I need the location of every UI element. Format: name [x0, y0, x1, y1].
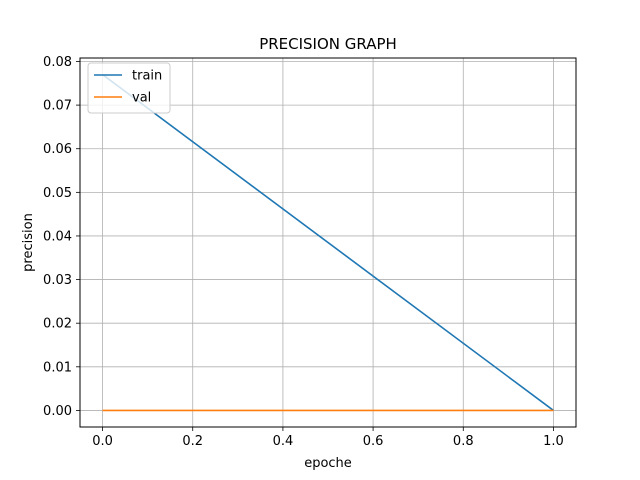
y-tick-label: 0.02 — [43, 317, 72, 332]
legend: train val — [87, 62, 171, 114]
y-tick-label: 0.07 — [43, 99, 72, 114]
legend-label-val: val — [132, 91, 151, 106]
x-tick-label: 0.2 — [182, 434, 203, 449]
x-tick-label: 0.6 — [363, 434, 384, 449]
x-axis-label: epoche — [304, 456, 352, 471]
legend-label-train: train — [132, 69, 162, 84]
y-axis-label: precision — [21, 213, 36, 272]
x-tick-label: 0.4 — [273, 434, 294, 449]
y-tick-label: 0.06 — [43, 142, 72, 157]
y-tick-label: 0.00 — [43, 404, 72, 419]
series-lines — [102, 73, 554, 412]
x-tick-label: 1.0 — [543, 434, 564, 449]
y-tick-label: 0.01 — [43, 360, 72, 375]
y-tick-label: 0.08 — [43, 55, 72, 70]
plot-frame — [79, 57, 577, 428]
y-tick-label: 0.05 — [43, 186, 72, 201]
x-tick-label: 0.0 — [92, 434, 113, 449]
y-tick-label: 0.03 — [43, 273, 72, 288]
series-line-train — [102, 73, 554, 412]
axis-ticks: 0.0 0.2 0.4 0.6 0.8 1.0 0.00 0.01 0.02 0.03 0.04 0.… — [43, 55, 564, 449]
x-tick-label: 0.8 — [453, 434, 474, 449]
chart-title: PRECISION GRAPH — [259, 35, 397, 53]
y-tick-label: 0.04 — [43, 229, 72, 244]
